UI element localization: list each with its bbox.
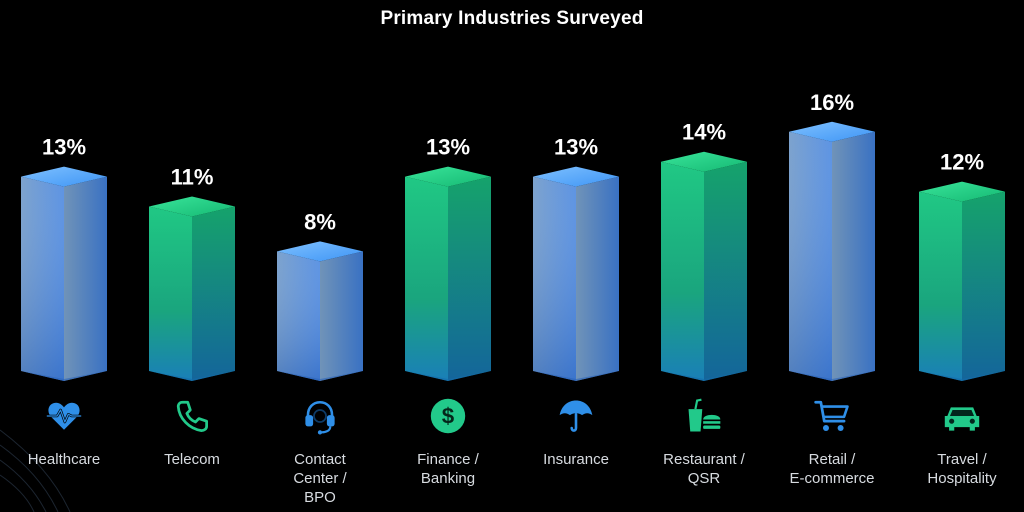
bar-right-face	[832, 131, 875, 381]
bar-left-shade	[277, 251, 320, 381]
bar-right-face	[448, 176, 491, 381]
shopping-cart-icon	[811, 395, 852, 436]
bar-top-face	[661, 151, 747, 172]
bar-left-shade	[533, 176, 576, 381]
category-label: Contact Center / BPO	[293, 451, 347, 506]
bar-right-face	[64, 176, 107, 381]
data-label: 14%	[682, 120, 726, 145]
data-label: 8%	[304, 209, 336, 234]
chart-title: Primary Industries Surveyed	[380, 8, 644, 29]
bar-top-face	[277, 241, 363, 262]
category-label: Retail / E-commerce	[789, 451, 875, 487]
bar-bottom-edge	[533, 371, 619, 381]
bar-7: 16%	[789, 90, 875, 381]
bar-bottom-edge	[789, 371, 875, 381]
bar-right-face	[962, 191, 1005, 381]
category-label: Healthcare	[27, 451, 101, 468]
bar-right-face	[320, 251, 363, 381]
bar-left-shade	[789, 131, 832, 381]
bar-left-face	[149, 206, 192, 381]
bar-left-shade	[21, 176, 64, 381]
bar-bottom-edge	[661, 371, 747, 381]
bar-right-face	[192, 206, 235, 381]
bar-bottom-edge	[21, 371, 107, 381]
bar-right-face	[704, 161, 747, 381]
bar-bottom-edge	[149, 371, 235, 381]
data-label: 13%	[42, 135, 86, 160]
category-label: Restaurant / QSR	[663, 451, 745, 487]
bar-top-face	[21, 166, 107, 187]
category-label: Telecom	[164, 451, 220, 468]
heartbeat-icon	[43, 395, 84, 436]
bar-bottom-edge	[405, 371, 491, 381]
category-label: Insurance	[543, 451, 609, 468]
category-label: Finance / Banking	[417, 451, 479, 487]
bar-2: 11%	[149, 165, 235, 381]
data-label: 11%	[171, 165, 214, 190]
svg-text:$: $	[442, 404, 455, 429]
bar-8: 12%	[919, 150, 1005, 381]
dollar-icon: $	[427, 395, 468, 436]
bar-top-face	[789, 121, 875, 142]
bar-3: 8%	[277, 209, 363, 381]
bar-left-face	[919, 191, 962, 381]
bar-6: 14%	[661, 120, 747, 381]
data-label: 13%	[554, 135, 598, 160]
bar-right-face	[576, 176, 619, 381]
bar-1: 13%	[21, 135, 107, 381]
bar-left-face	[661, 161, 704, 381]
phone-icon	[171, 395, 212, 436]
category-label: Travel / Hospitality	[927, 451, 997, 487]
car-icon	[941, 395, 982, 436]
data-label: 16%	[810, 90, 854, 115]
bar-bottom-edge	[919, 371, 1005, 381]
data-label: 12%	[940, 150, 984, 175]
umbrella-icon	[555, 395, 596, 436]
bar-bottom-edge	[277, 371, 363, 381]
data-label: 13%	[426, 135, 470, 160]
bar-top-face	[405, 166, 491, 187]
bar-5: 13%	[533, 135, 619, 381]
background-swirl	[0, 429, 71, 512]
headset-icon	[299, 395, 340, 436]
food-drink-icon	[683, 395, 724, 436]
bar-top-face	[919, 181, 1005, 202]
bar-4: 13%	[405, 135, 491, 381]
bar-top-face	[149, 196, 235, 217]
bar-top-face	[533, 166, 619, 187]
bar-left-face	[405, 176, 448, 381]
